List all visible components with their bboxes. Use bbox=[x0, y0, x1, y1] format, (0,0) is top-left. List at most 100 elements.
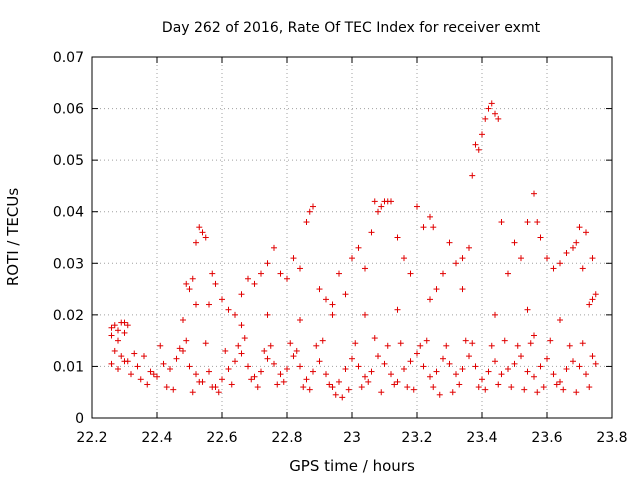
data-point bbox=[531, 373, 537, 380]
data-point bbox=[189, 389, 196, 396]
data-point bbox=[222, 347, 229, 354]
data-point bbox=[557, 317, 563, 324]
data-point bbox=[219, 376, 225, 383]
data-point bbox=[306, 386, 313, 393]
x-tick-label: 22.8 bbox=[271, 430, 302, 446]
data-point bbox=[482, 115, 489, 122]
data-point bbox=[469, 172, 476, 179]
data-point bbox=[592, 291, 599, 298]
data-point bbox=[401, 255, 407, 262]
data-point bbox=[284, 275, 290, 282]
data-point bbox=[193, 239, 199, 246]
data-point bbox=[573, 389, 580, 396]
data-point bbox=[505, 270, 511, 277]
data-point bbox=[209, 384, 216, 391]
data-point bbox=[495, 381, 502, 388]
data-point bbox=[453, 260, 459, 267]
data-point bbox=[414, 350, 420, 357]
x-axis-label: GPS time / hours bbox=[289, 457, 415, 475]
data-point bbox=[466, 244, 472, 251]
data-point bbox=[560, 386, 567, 393]
data-point bbox=[228, 381, 235, 388]
x-tick-label: 23 bbox=[343, 430, 361, 446]
data-point bbox=[381, 360, 388, 367]
data-point bbox=[430, 384, 437, 391]
y-tick-label: 0.02 bbox=[53, 308, 84, 324]
data-point bbox=[215, 389, 222, 396]
data-point bbox=[524, 219, 531, 226]
data-point bbox=[339, 394, 346, 401]
data-point bbox=[189, 275, 196, 282]
data-point bbox=[472, 363, 479, 370]
data-point bbox=[391, 381, 398, 388]
data-point bbox=[277, 371, 284, 378]
data-point bbox=[274, 381, 281, 388]
data-point bbox=[141, 353, 147, 360]
data-point bbox=[225, 366, 232, 373]
data-point bbox=[196, 224, 203, 231]
y-tick-label: 0.01 bbox=[53, 359, 84, 375]
data-point bbox=[219, 296, 225, 303]
data-point bbox=[492, 311, 498, 318]
data-point bbox=[449, 389, 456, 396]
data-point bbox=[167, 366, 173, 373]
data-point bbox=[225, 306, 232, 313]
data-point bbox=[196, 378, 203, 385]
data-point bbox=[349, 255, 355, 262]
data-point bbox=[163, 384, 170, 391]
data-point bbox=[420, 363, 427, 370]
data-point bbox=[316, 358, 323, 365]
data-point bbox=[193, 371, 199, 378]
y-tick-label: 0.03 bbox=[53, 256, 84, 272]
data-point bbox=[264, 260, 271, 267]
axis-ticks bbox=[91, 56, 613, 419]
data-point bbox=[245, 363, 251, 370]
data-point bbox=[264, 355, 271, 362]
data-point bbox=[505, 366, 511, 373]
data-point bbox=[573, 239, 580, 246]
data-point bbox=[553, 381, 560, 388]
data-point bbox=[430, 224, 437, 231]
data-point bbox=[371, 198, 378, 205]
data-point bbox=[485, 105, 492, 112]
data-point bbox=[576, 224, 583, 231]
x-tick-label: 23.4 bbox=[466, 430, 497, 446]
data-point bbox=[446, 360, 453, 367]
data-point bbox=[368, 368, 375, 375]
data-point bbox=[394, 378, 401, 385]
chart-title: Day 262 of 2016, Rate Of TEC Index for r… bbox=[162, 20, 541, 36]
data-point bbox=[362, 311, 368, 318]
data-point bbox=[280, 378, 287, 385]
data-point bbox=[563, 366, 570, 373]
data-point bbox=[329, 384, 336, 391]
data-point bbox=[254, 384, 261, 391]
y-tick-labels: 0 0.01 0.02 0.03 0.04 0.05 0.06 0.07 bbox=[53, 50, 84, 427]
data-point bbox=[248, 376, 255, 383]
data-point bbox=[433, 368, 440, 375]
data-point bbox=[128, 371, 134, 378]
data-point bbox=[209, 270, 216, 277]
data-point bbox=[115, 337, 121, 344]
data-point bbox=[365, 378, 372, 385]
data-point bbox=[287, 340, 294, 347]
data-point bbox=[108, 332, 115, 339]
x-tick-label: 23.6 bbox=[531, 430, 562, 446]
data-point bbox=[264, 311, 271, 318]
data-point bbox=[251, 373, 258, 380]
data-point bbox=[485, 368, 492, 375]
data-point bbox=[570, 358, 576, 365]
data-point bbox=[410, 386, 417, 393]
data-point bbox=[527, 340, 534, 347]
data-point bbox=[563, 249, 570, 256]
data-point bbox=[388, 371, 394, 378]
data-point bbox=[440, 355, 446, 362]
data-point bbox=[371, 335, 378, 342]
data-point bbox=[589, 296, 596, 303]
data-point bbox=[160, 360, 167, 367]
data-point bbox=[157, 342, 164, 349]
data-point bbox=[453, 371, 459, 378]
data-point bbox=[293, 347, 300, 354]
data-point bbox=[180, 347, 186, 354]
data-point bbox=[124, 358, 131, 365]
data-point bbox=[378, 389, 385, 396]
